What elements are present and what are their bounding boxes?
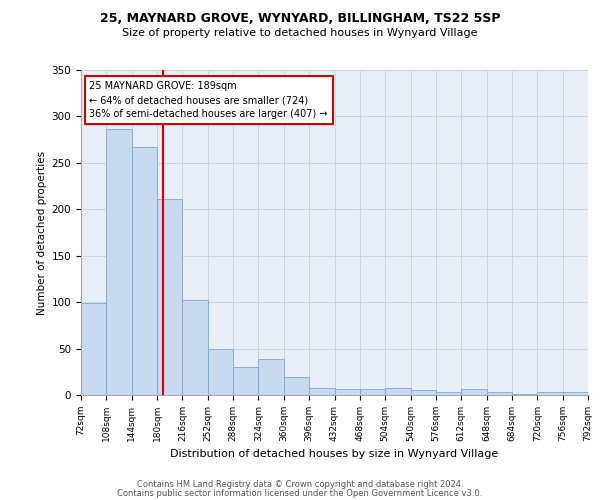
Text: 25 MAYNARD GROVE: 189sqm
← 64% of detached houses are smaller (724)
36% of semi-: 25 MAYNARD GROVE: 189sqm ← 64% of detach… bbox=[89, 81, 328, 119]
Bar bbox=[410, 390, 436, 395]
Text: 25, MAYNARD GROVE, WYNYARD, BILLINGHAM, TS22 5SP: 25, MAYNARD GROVE, WYNYARD, BILLINGHAM, … bbox=[100, 12, 500, 26]
Bar bbox=[436, 392, 461, 395]
Bar bbox=[284, 378, 309, 395]
Bar bbox=[512, 394, 538, 395]
Bar bbox=[563, 392, 588, 395]
Bar bbox=[157, 199, 182, 395]
Bar bbox=[487, 392, 512, 395]
Text: Contains HM Land Registry data © Crown copyright and database right 2024.: Contains HM Land Registry data © Crown c… bbox=[137, 480, 463, 489]
Bar bbox=[182, 300, 208, 395]
Bar bbox=[309, 388, 335, 395]
Text: Contains public sector information licensed under the Open Government Licence v3: Contains public sector information licen… bbox=[118, 488, 482, 498]
Bar bbox=[132, 147, 157, 395]
Bar bbox=[81, 303, 106, 395]
Bar bbox=[335, 388, 360, 395]
Bar bbox=[360, 388, 385, 395]
Bar bbox=[385, 388, 410, 395]
X-axis label: Distribution of detached houses by size in Wynyard Village: Distribution of detached houses by size … bbox=[170, 450, 499, 460]
Y-axis label: Number of detached properties: Number of detached properties bbox=[37, 150, 47, 314]
Text: Size of property relative to detached houses in Wynyard Village: Size of property relative to detached ho… bbox=[122, 28, 478, 38]
Bar bbox=[259, 359, 284, 395]
Bar bbox=[106, 130, 132, 395]
Bar bbox=[208, 348, 233, 395]
Bar bbox=[538, 392, 563, 395]
Bar bbox=[461, 390, 487, 395]
Bar bbox=[233, 367, 259, 395]
